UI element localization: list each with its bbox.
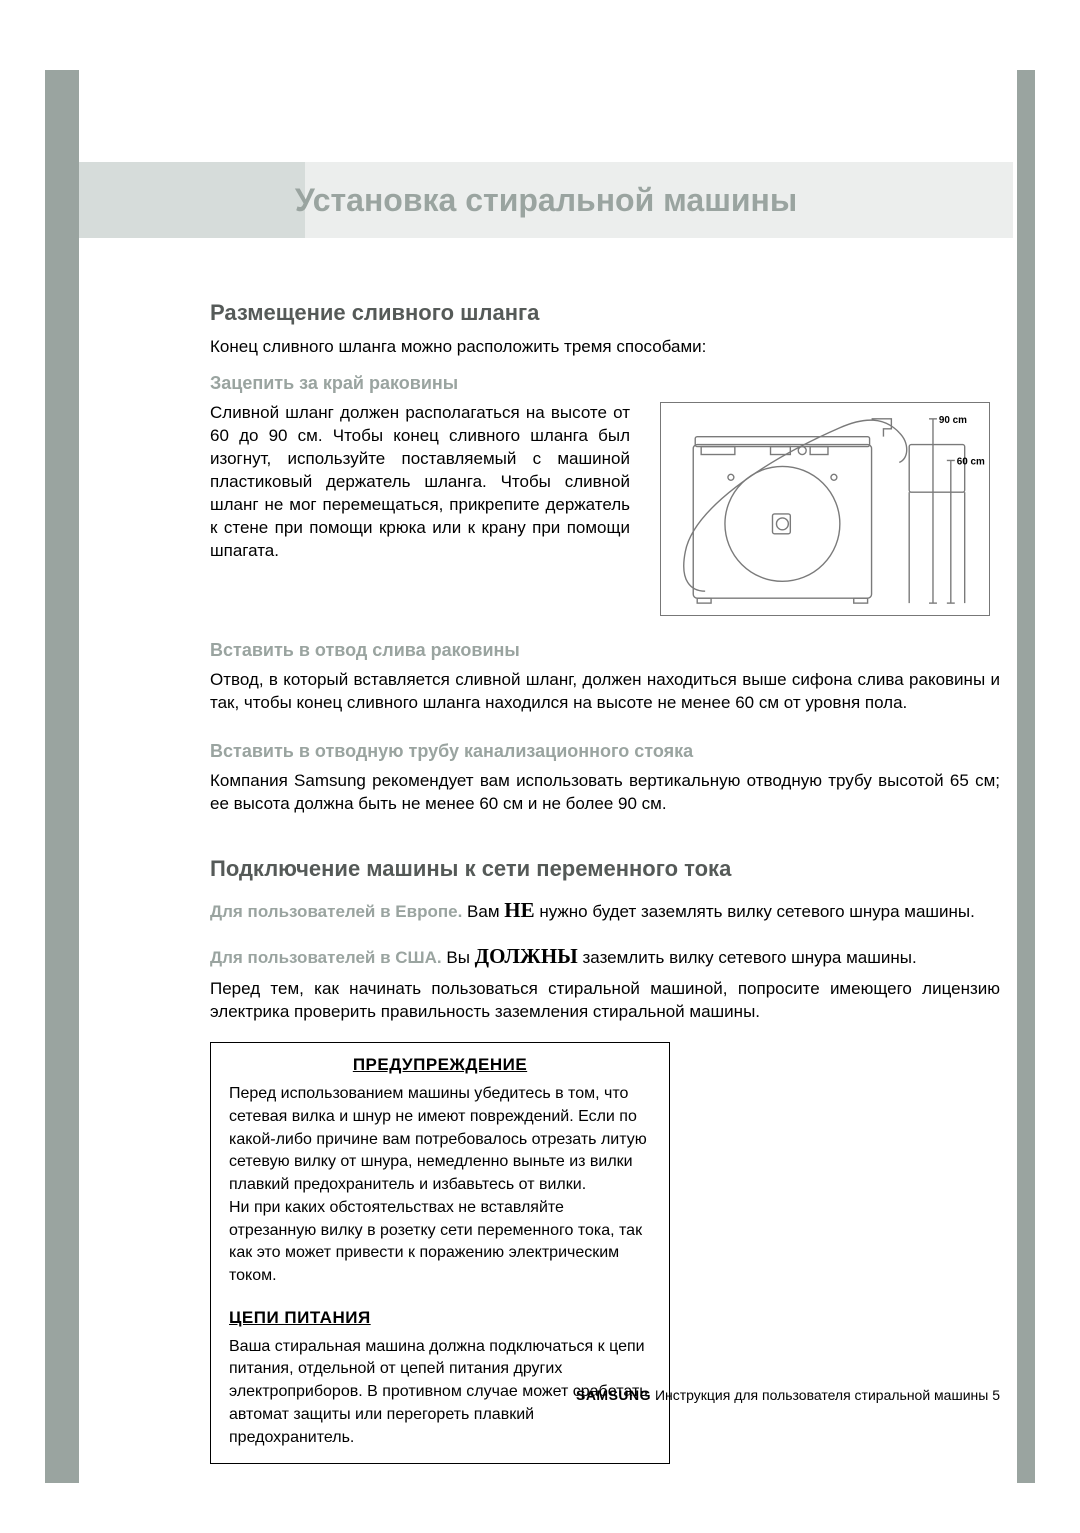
section1-intro: Конец сливного шланга можно расположить … <box>210 336 1000 359</box>
section1-sub1-heading: Зацепить за край раковины <box>210 373 1000 394</box>
diagram-svg: 90 cm 60 cm <box>661 403 989 615</box>
section1-sub3-heading: Вставить в отводную трубу канализационно… <box>210 741 1000 762</box>
section1-sub3-body: Компания Samsung рекомендует вам использ… <box>210 770 1000 816</box>
page-footer: SAMSUNG Инструкция для пользователя стир… <box>210 1387 1000 1403</box>
us-mid: Вы <box>446 948 474 967</box>
eu-tail: нужно будет заземлять вилку сетевого шну… <box>535 902 975 921</box>
drain-hose-diagram: 90 cm 60 cm <box>660 402 990 616</box>
us-prefix: Для пользователей в США. <box>210 948 442 967</box>
section1-sub1-body: Сливной шланг должен располагаться на вы… <box>210 402 630 616</box>
footer-text: Инструкция для пользователя стиральной м… <box>655 1387 988 1403</box>
us-tail: заземлить вилку сетевого шнура машины. <box>578 948 917 967</box>
section1-row: Сливной шланг должен располагаться на вы… <box>210 402 1000 616</box>
section2-heading: Подключение машины к сети переменного то… <box>210 856 1000 882</box>
warning-body-1b: Ни при каких обстоятельствах не вставляй… <box>229 1197 651 1288</box>
eu-prefix: Для пользователей в Европе. <box>210 902 462 921</box>
section2-us-line: Для пользователей в США. Вы ДОЛЖНЫ зазем… <box>210 942 1000 970</box>
section1-sub2-heading: Вставить в отвод слива раковины <box>210 640 1000 661</box>
page-body: Размещение сливного шланга Конец сливног… <box>210 300 1000 1464</box>
warning-title-2: ЦЕПИ ПИТАНИЯ <box>229 1308 651 1328</box>
warning-title-1: ПРЕДУПРЕЖДЕНИЕ <box>229 1055 651 1075</box>
sidebar-right-stripe <box>1017 70 1035 1483</box>
eu-mid: Вам <box>467 902 504 921</box>
section2-us-body: Перед тем, как начинать пользоваться сти… <box>210 978 1000 1024</box>
section2-eu-line: Для пользователей в Европе. Вам НЕ нужно… <box>210 896 1000 924</box>
footer-brand: SAMSUNG <box>576 1387 651 1403</box>
sidebar-left-stripe <box>45 70 79 1483</box>
page-title: Установка стиральной машины <box>79 162 1013 238</box>
warning-body-1a: Перед использованием машины убедитесь в … <box>229 1083 651 1197</box>
section1-heading: Размещение сливного шланга <box>210 300 1000 326</box>
title-bar: Установка стиральной машины <box>79 162 1031 238</box>
diagram-label-60: 60 cm <box>957 456 985 467</box>
diagram-label-90: 90 cm <box>939 415 967 426</box>
footer-page: 5 <box>992 1387 1000 1403</box>
eu-emph: НЕ <box>504 898 534 922</box>
us-emph: ДОЛЖНЫ <box>475 944 578 968</box>
section1-sub2-body: Отвод, в который вставляется сливной шла… <box>210 669 1000 715</box>
